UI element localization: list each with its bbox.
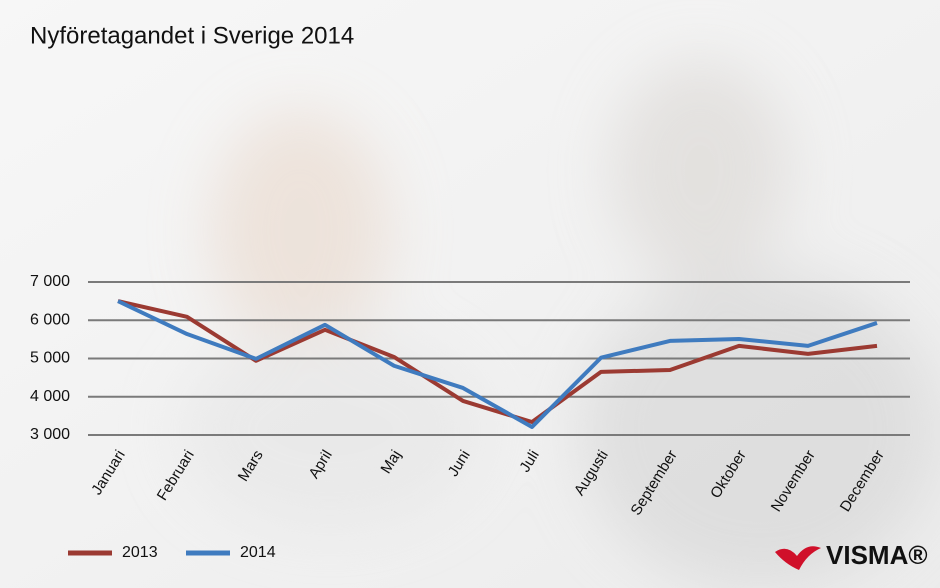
chart-title: Nyföretagandet i Sverige 2014 xyxy=(30,22,354,49)
logo-icon xyxy=(775,546,821,570)
brand: VISMA® xyxy=(826,540,928,570)
y-tick-label: 6 000 xyxy=(30,311,70,328)
legend-label: 2013 xyxy=(122,544,158,561)
y-tick-label: 7 000 xyxy=(30,273,70,290)
y-tick-label: 5 000 xyxy=(30,350,70,367)
y-tick-label: 3 000 xyxy=(30,426,70,443)
legend-label: 2014 xyxy=(240,544,276,561)
logo: VISMA® xyxy=(775,540,928,570)
series-line xyxy=(117,299,878,429)
y-tick-label: 4 000 xyxy=(30,388,70,405)
